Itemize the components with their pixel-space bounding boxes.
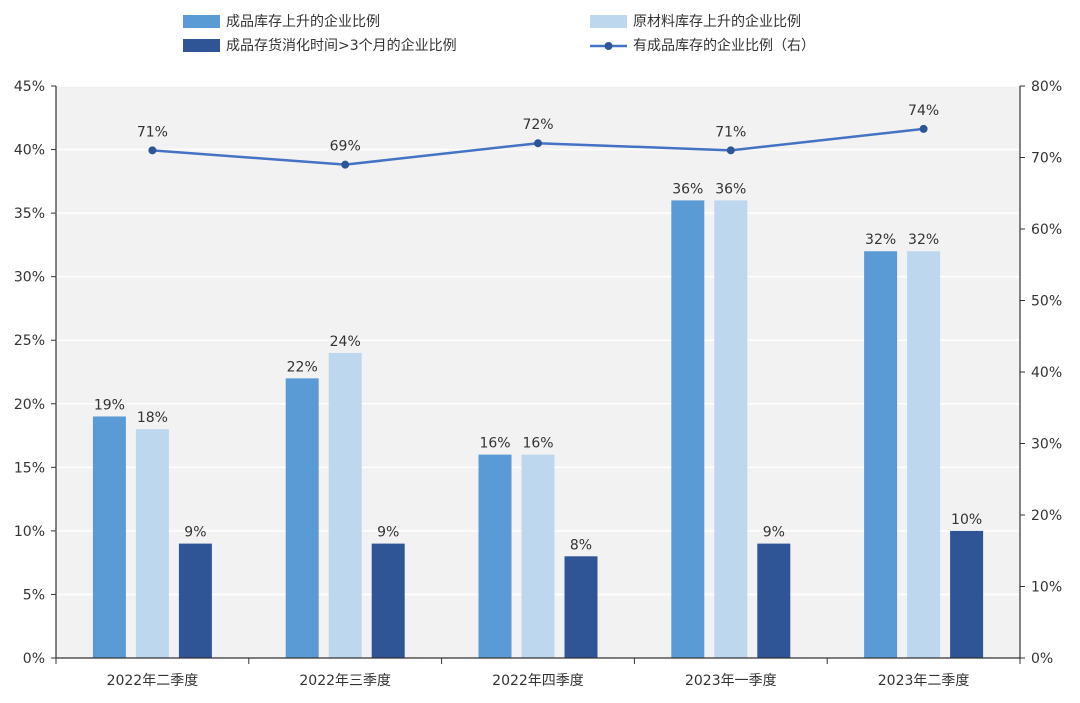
line-value-label: 69% xyxy=(330,139,361,155)
y-left-tick-label: 30% xyxy=(14,270,45,286)
bar xyxy=(135,429,169,658)
bar-value-label: 9% xyxy=(377,525,399,541)
y-right-tick-label: 70% xyxy=(1031,151,1062,167)
legend-label: 有成品库存的企业比例（右） xyxy=(633,37,815,54)
bar-value-label: 9% xyxy=(763,525,785,541)
y-right-tick-label: 0% xyxy=(1031,651,1053,667)
legend-label: 成品存货消化时间>3个月的企业比例 xyxy=(226,37,457,54)
line-value-label: 74% xyxy=(908,103,939,119)
y-right-tick-label: 50% xyxy=(1031,294,1062,310)
bar-value-label: 22% xyxy=(287,359,318,375)
bar xyxy=(328,352,362,658)
bar xyxy=(757,543,791,658)
x-tick-label: 2022年四季度 xyxy=(492,673,584,689)
bar-value-label: 32% xyxy=(865,232,896,248)
data-labels: 19% 18% 9% 22% 24% 9% 16% 16% 8% 36% 36% 9% 32% 32% 10… xyxy=(94,103,982,553)
line-point xyxy=(726,146,735,155)
line-value-label: 71% xyxy=(715,124,746,140)
bar-value-label: 10% xyxy=(951,512,982,528)
legend-label: 成品库存上升的企业比例 xyxy=(226,13,380,30)
x-tick-label: 2022年三季度 xyxy=(299,673,391,689)
bar-value-label: 36% xyxy=(672,181,703,197)
y-right-tick-label: 60% xyxy=(1031,222,1062,238)
bar-value-label: 32% xyxy=(908,232,939,248)
legend-swatch xyxy=(183,15,220,28)
line-point xyxy=(341,160,350,169)
y-right-tick-label: 40% xyxy=(1031,365,1062,381)
line-value-label: 72% xyxy=(522,117,553,133)
bar xyxy=(521,454,555,658)
legend-swatch xyxy=(183,39,220,52)
y-left-tick-label: 15% xyxy=(14,460,45,476)
bar xyxy=(92,416,126,658)
bar-value-label: 16% xyxy=(522,436,553,452)
y-right-tick-label: 10% xyxy=(1031,580,1062,596)
x-tick-label: 2023年二季度 xyxy=(878,673,970,689)
legend-label: 原材料库存上升的企业比例 xyxy=(633,13,801,30)
bar xyxy=(285,378,319,658)
line-point xyxy=(148,146,157,155)
bar-value-label: 19% xyxy=(94,397,125,413)
bar xyxy=(178,543,212,658)
bar-value-label: 16% xyxy=(479,436,510,452)
bar-value-label: 18% xyxy=(137,410,168,426)
y-left-tick-label: 45% xyxy=(14,79,45,95)
line-value-label: 71% xyxy=(137,124,168,140)
y-left-tick-label: 0% xyxy=(23,651,45,667)
bar xyxy=(478,454,512,658)
bar xyxy=(371,543,405,658)
bar xyxy=(950,530,984,658)
y-left-tick-label: 5% xyxy=(23,587,45,603)
bar-value-label: 9% xyxy=(184,525,206,541)
bar-value-label: 36% xyxy=(715,181,746,197)
bar-value-label: 24% xyxy=(330,334,361,350)
legend: 成品库存上升的企业比例 原材料库存上升的企业比例成品存货消化时间>3个月的企业比例… xyxy=(183,13,815,54)
y-left-tick-label: 40% xyxy=(14,143,45,159)
x-tick-label: 2022年二季度 xyxy=(107,673,199,689)
legend-swatch xyxy=(590,15,627,28)
y-right-tick-label: 30% xyxy=(1031,437,1062,453)
line-series xyxy=(148,124,928,169)
bar xyxy=(864,251,898,658)
bar xyxy=(671,200,705,658)
y-left-tick-label: 20% xyxy=(14,397,45,413)
line-point xyxy=(534,139,542,148)
bar-series xyxy=(92,200,984,658)
y-right-tick-label: 80% xyxy=(1031,79,1062,95)
bar xyxy=(907,251,941,658)
bar xyxy=(564,556,598,658)
line-point xyxy=(919,124,928,133)
bar xyxy=(714,200,748,658)
legend-marker xyxy=(604,42,613,50)
x-tick-label: 2023年一季度 xyxy=(685,673,777,689)
axes: 0% 5% 10% 15% 20% 25% 30% 35% 40% 45% 0% 10% 20% 30% 4… xyxy=(14,79,1062,689)
y-left-tick-label: 35% xyxy=(14,206,45,222)
bar-value-label: 8% xyxy=(570,537,592,553)
y-left-tick-label: 10% xyxy=(14,524,45,540)
y-left-tick-label: 25% xyxy=(14,333,45,349)
y-right-tick-label: 20% xyxy=(1031,508,1062,524)
